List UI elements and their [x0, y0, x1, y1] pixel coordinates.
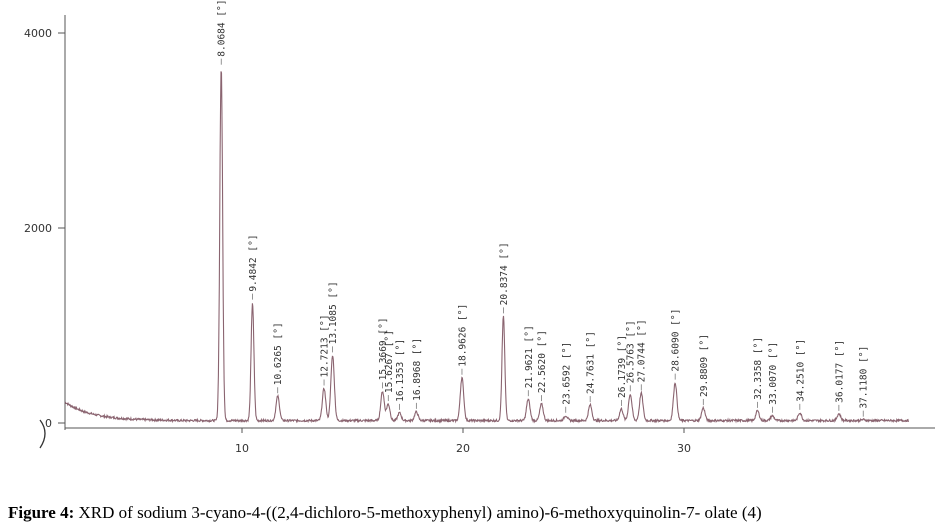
- axis-break-mark: [39, 419, 46, 449]
- peak-label-22: 34.2510 [°]: [795, 339, 806, 402]
- peak-label-12: 22.5620 [°]: [537, 330, 548, 393]
- x-axis: 10 20 30: [39, 419, 935, 455]
- peak-label-2: 10.6265 [°]: [273, 322, 284, 385]
- peak-label-18: 28.6090 [°]: [671, 309, 682, 372]
- peak-label-3: 12.7213 [°]: [320, 315, 331, 378]
- peak-label-7: 16.1353 [°]: [395, 339, 406, 402]
- peak-label-5: 15.3669 [°]: [378, 317, 389, 380]
- peak-label-14: 24.7631 [°]: [586, 331, 597, 394]
- figure-caption-text: XRD of sodium 3-cyano-4-((2,4-dichloro-5…: [74, 503, 762, 522]
- peak-label-21: 33.0070 [°]: [768, 342, 779, 405]
- peak-label-15: 26.1739 [°]: [617, 335, 628, 398]
- peak-label-17: 27.0744 [°]: [637, 319, 648, 382]
- y-tick-label-4000: 4000: [24, 27, 52, 40]
- peak-label-9: 18.9626 [°]: [457, 304, 468, 367]
- peak-label-10: 20.8374 [°]: [499, 242, 510, 305]
- peak-markers: [220, 58, 864, 417]
- y-tick-label-2000: 2000: [24, 222, 52, 235]
- peak-label-19: 29.8809 [°]: [699, 334, 710, 397]
- xrd-chart: 0 2000 4000 10 20 30 8.0684 [°] 9.4842 [°…: [24, 0, 935, 455]
- peak-label-1: 9.4842 [°]: [248, 234, 259, 291]
- peak-label-13: 23.6592 [°]: [561, 342, 572, 405]
- y-tick-label-0: 0: [45, 417, 52, 430]
- peak-labels: 8.0684 [°] 9.4842 [°] 10.6265 [°] 12.7213 […: [217, 0, 870, 409]
- figure-label: Figure 4:: [8, 503, 75, 522]
- peak-label-23: 36.0177 [°]: [834, 340, 845, 403]
- x-tick-label-20: 20: [456, 442, 470, 455]
- peak-label-6: 15.6267 [°]: [384, 330, 395, 393]
- x-tick-label-30: 30: [677, 442, 691, 455]
- peak-label-0: 8.0684 [°]: [217, 0, 228, 57]
- y-axis: 0 2000 4000: [24, 15, 66, 430]
- x-tick-label-10: 10: [235, 442, 249, 455]
- peak-label-4: 13.1085 [°]: [328, 281, 339, 344]
- figure-caption: Figure 4: XRD of sodium 3-cyano-4-((2,4-…: [8, 503, 933, 523]
- peak-label-24: 37.1180 [°]: [859, 346, 870, 409]
- peak-label-20: 32.3358 [°]: [753, 337, 764, 400]
- peak-label-8: 16.8968 [°]: [412, 338, 423, 401]
- diffraction-pattern-line: [64, 71, 910, 424]
- peak-label-11: 21.9621 [°]: [524, 325, 535, 388]
- peak-label-16: 26.5763 [°]: [626, 320, 637, 383]
